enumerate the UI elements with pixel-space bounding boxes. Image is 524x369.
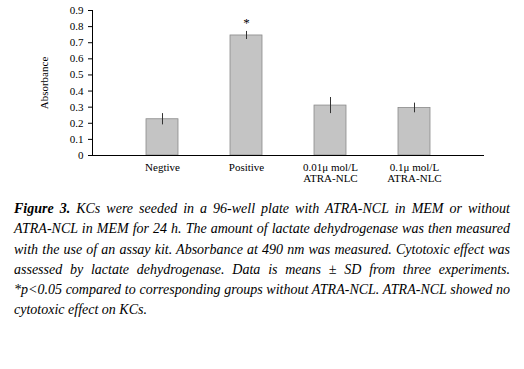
svg-text:0.2: 0.2 (70, 117, 84, 129)
svg-text:0.9: 0.9 (70, 4, 84, 16)
svg-text:0.3: 0.3 (70, 101, 84, 113)
svg-text:0.6: 0.6 (70, 52, 84, 64)
svg-text:0.7: 0.7 (70, 36, 84, 48)
svg-text:0.8: 0.8 (70, 20, 84, 32)
svg-text:0.1μ mol/LATRA-NLC: 0.1μ mol/LATRA-NLC (387, 161, 441, 184)
svg-text:Positive: Positive (229, 161, 265, 173)
svg-text:0.01μ mol/LATRA-NLC: 0.01μ mol/LATRA-NLC (303, 161, 358, 184)
svg-text:Absorbance: Absorbance (38, 57, 50, 110)
svg-text:0: 0 (78, 149, 84, 161)
svg-text:0.5: 0.5 (70, 68, 84, 80)
html-text:Figure 3. KCs were seeded in a: Figure 3. KCs were seeded in a 96-well p… (14, 201, 510, 318)
svg-text:*: * (243, 15, 250, 30)
svg-text:0.4: 0.4 (70, 85, 84, 97)
svg-text:0.1: 0.1 (70, 133, 84, 145)
svg-text:Negtive: Negtive (145, 161, 180, 173)
